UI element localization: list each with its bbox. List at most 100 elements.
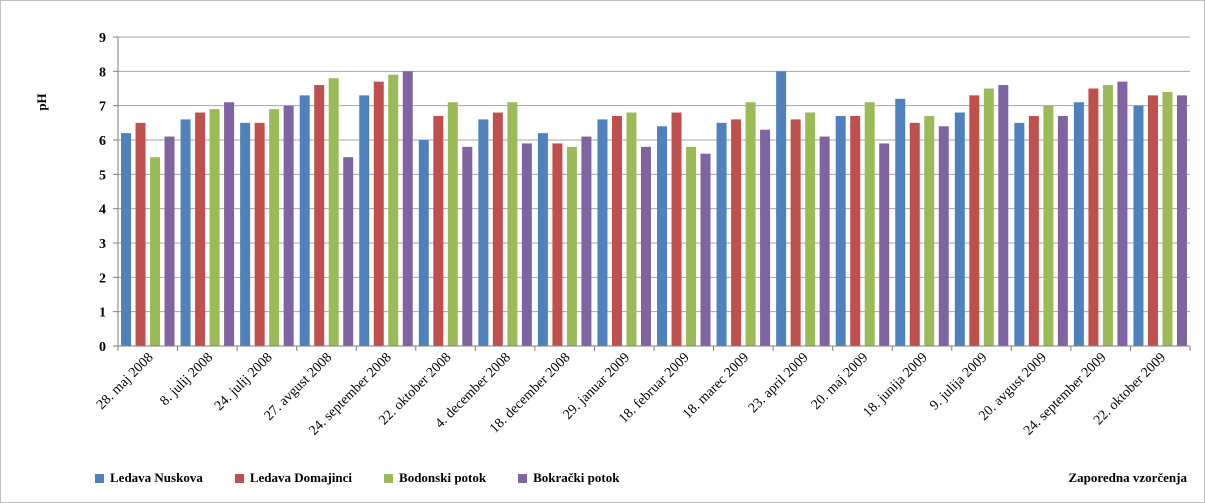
y-tick-label: 3 xyxy=(99,237,106,252)
bar xyxy=(240,123,250,346)
x-tick-label: 28. maj 2008 xyxy=(94,350,157,413)
bar xyxy=(433,116,443,346)
bar xyxy=(998,85,1008,346)
bar xyxy=(776,71,786,346)
bar xyxy=(343,157,353,346)
bar xyxy=(1117,82,1127,346)
bar xyxy=(746,102,756,346)
bar xyxy=(403,71,413,346)
bar xyxy=(1074,102,1084,346)
bar xyxy=(791,119,801,346)
y-axis-ticks: 0 1 2 3 4 5 6 7 8 9 xyxy=(99,31,118,355)
bar xyxy=(462,147,472,346)
bar xyxy=(419,140,429,346)
bar xyxy=(955,113,965,346)
bar xyxy=(686,147,696,346)
bar xyxy=(850,116,860,346)
bar xyxy=(581,137,591,346)
bar xyxy=(359,95,369,346)
bar xyxy=(181,119,191,346)
bar xyxy=(255,123,265,346)
bar xyxy=(314,85,324,346)
bar xyxy=(895,99,905,346)
bar xyxy=(969,95,979,346)
bar xyxy=(760,130,770,346)
bar xyxy=(552,143,562,346)
x-axis-label: Zaporedna vzorčenja xyxy=(1068,470,1187,486)
y-tick-label: 7 xyxy=(99,100,106,115)
bar xyxy=(1133,106,1143,346)
legend-label: Ledava Nuskova xyxy=(110,470,203,486)
bar xyxy=(538,133,548,346)
bar xyxy=(1058,116,1068,346)
x-tick-label: 24. julij 2008 xyxy=(212,350,276,414)
bar xyxy=(300,95,310,346)
bar xyxy=(924,116,934,346)
bar xyxy=(717,123,727,346)
legend-label: Bodonski potok xyxy=(399,470,486,486)
bar xyxy=(374,82,384,346)
x-tick-label: 8. julij 2008 xyxy=(157,350,216,409)
bar xyxy=(150,157,160,346)
y-tick-label: 1 xyxy=(99,306,106,321)
legend-item: Ledava Nuskova xyxy=(95,470,203,486)
bar xyxy=(1148,95,1158,346)
bar xyxy=(493,113,503,346)
legend-label: Bokrački potok xyxy=(533,470,619,486)
x-tick-label: 23. april 2009 xyxy=(746,350,812,416)
legend-swatch xyxy=(235,474,244,483)
bar xyxy=(121,133,131,346)
bar xyxy=(1177,95,1187,346)
bar xyxy=(567,147,577,346)
bar xyxy=(1162,92,1172,346)
y-tick-label: 5 xyxy=(99,168,106,183)
bar xyxy=(597,119,607,346)
legend: Ledava Nuskova Ledava Domajinci Bodonski p… xyxy=(95,470,651,486)
bar xyxy=(224,102,234,346)
y-axis-label: pH xyxy=(34,93,49,110)
bar xyxy=(865,102,875,346)
bar xyxy=(879,143,889,346)
bar xyxy=(136,123,146,346)
bar xyxy=(1103,85,1113,346)
bar xyxy=(820,137,830,346)
bar xyxy=(641,147,651,346)
bar xyxy=(165,137,175,346)
legend-item: Bokrački potok xyxy=(518,470,619,486)
bar xyxy=(284,106,294,346)
bar xyxy=(329,78,339,346)
bar xyxy=(805,113,815,346)
bar xyxy=(448,102,458,346)
bar xyxy=(478,119,488,346)
bar xyxy=(195,113,205,346)
bar xyxy=(1043,106,1053,346)
bar xyxy=(939,126,949,346)
bar xyxy=(612,116,622,346)
bar xyxy=(388,75,398,346)
legend-item: Bodonski potok xyxy=(384,470,486,486)
bar xyxy=(672,113,682,346)
bar xyxy=(731,119,741,346)
bar xyxy=(522,143,532,346)
bar xyxy=(507,102,517,346)
legend-item: Ledava Domajinci xyxy=(235,470,352,486)
y-tick-label: 8 xyxy=(99,65,106,80)
bar xyxy=(984,89,994,347)
legend-label: Ledava Domajinci xyxy=(250,470,352,486)
bar xyxy=(701,154,711,346)
y-tick-label: 2 xyxy=(99,271,106,286)
bar xyxy=(1029,116,1039,346)
y-tick-label: 0 xyxy=(99,340,106,355)
bar xyxy=(836,116,846,346)
bar xyxy=(910,123,920,346)
legend-swatch xyxy=(518,474,527,483)
legend-swatch xyxy=(384,474,393,483)
bar xyxy=(626,113,636,346)
x-tick-label: 9. julija 2009 xyxy=(927,350,990,413)
bar xyxy=(269,109,279,346)
bar xyxy=(210,109,220,346)
legend-swatch xyxy=(95,474,104,483)
bar xyxy=(1014,123,1024,346)
